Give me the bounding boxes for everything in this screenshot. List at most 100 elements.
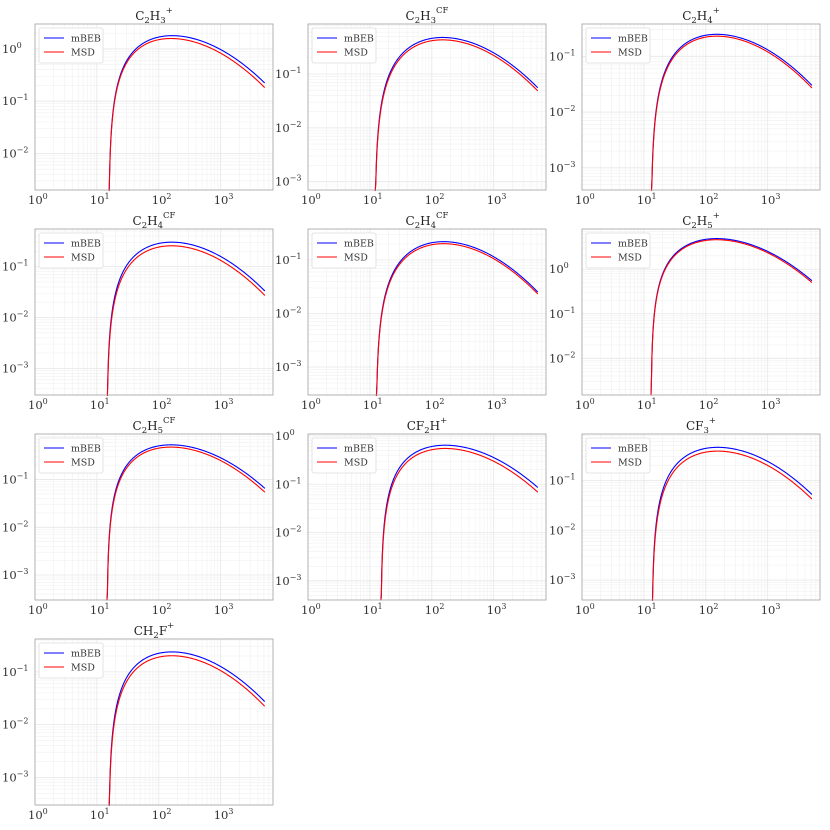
y-tick-label: 10−2 <box>549 104 575 119</box>
x-tick-label: 102 <box>152 602 172 617</box>
x-tick-label: 103 <box>487 602 507 617</box>
y-tick-label: 10−3 <box>2 360 28 375</box>
y-tick-label: 10−3 <box>275 174 301 189</box>
legend-label: mBEB <box>618 34 648 45</box>
y-tick-label: 10−1 <box>2 93 28 108</box>
y-tick-label: 10−2 <box>2 145 28 160</box>
x-tick-label: 101 <box>90 807 110 822</box>
panel-1: 100 101 102 103 10−2 10−1 100 C2H3+ mBEB MSD <box>2 6 274 207</box>
series-line-mbeb <box>106 444 266 601</box>
legend-label: mBEB <box>344 239 374 250</box>
x-tick-label: 102 <box>699 192 719 207</box>
legend-box <box>311 27 377 64</box>
y-tick-label: 10−1 <box>275 252 301 267</box>
x-tick-label: 101 <box>363 397 383 412</box>
series-line-mbeb <box>650 238 813 396</box>
y-tick-label: 10−1 <box>549 306 575 321</box>
legend-box <box>38 27 104 64</box>
plot-frame <box>34 433 274 601</box>
y-tick-label: 10−3 <box>2 769 28 784</box>
panel-3: 100 101 102 103 10−3 10−2 10−1 C2H4+ mBEB MSD <box>549 6 821 207</box>
legend-box <box>38 232 104 269</box>
y-tick-label: 10−1 <box>549 48 575 63</box>
series-line-mbeb <box>651 446 813 601</box>
y-tick-label: 10−2 <box>275 306 301 321</box>
panel-title: C2H5+ <box>682 211 720 231</box>
legend: mBEB MSD <box>585 437 651 474</box>
legend-label: MSD <box>618 253 642 264</box>
x-tick-label: 101 <box>363 192 383 207</box>
legend-box <box>585 437 651 474</box>
x-tick-label: 102 <box>425 397 445 412</box>
y-tick-label: 10−1 <box>2 472 28 487</box>
legend-label: mBEB <box>71 444 101 455</box>
x-tick-label: 100 <box>301 192 321 207</box>
y-tick-label: 10−3 <box>275 573 301 588</box>
x-tick-label: 103 <box>761 397 781 412</box>
y-tick-label: 10−1 <box>2 259 28 274</box>
legend-label: MSD <box>71 458 95 469</box>
x-tick-label: 103 <box>214 397 234 412</box>
y-tick-label: 10−3 <box>2 567 28 582</box>
x-tick-label: 100 <box>301 397 321 412</box>
legend-label: MSD <box>618 458 642 469</box>
legend-label: MSD <box>71 48 95 59</box>
x-tick-label: 103 <box>761 602 781 617</box>
legend-box <box>38 642 104 679</box>
y-tick-label: 10−1 <box>275 476 301 491</box>
panel-6: 100 101 102 103 10−2 10−1 100 C2H5+ mBEB MSD <box>549 211 821 412</box>
legend-label: mBEB <box>71 34 101 45</box>
x-tick-label: 101 <box>363 602 383 617</box>
legend-label: mBEB <box>71 649 101 660</box>
x-tick-label: 102 <box>699 397 719 412</box>
series-line-msd <box>106 446 266 601</box>
legend-label: MSD <box>344 458 368 469</box>
legend: mBEB MSD <box>311 232 377 269</box>
legend-label: MSD <box>344 48 368 59</box>
x-tick-label: 102 <box>425 602 445 617</box>
x-tick-label: 103 <box>487 192 507 207</box>
panel-title: CH2F+ <box>134 621 175 641</box>
legend-label: MSD <box>344 253 368 264</box>
series-line-msd <box>650 35 813 192</box>
legend: mBEB MSD <box>38 232 104 269</box>
x-tick-label: 102 <box>699 602 719 617</box>
series-line-msd <box>108 37 266 192</box>
plot-frame <box>307 433 547 601</box>
grid <box>582 24 820 190</box>
plot-frame <box>581 23 821 191</box>
legend: mBEB MSD <box>38 437 104 474</box>
legend-label: mBEB <box>344 34 374 45</box>
y-tick-label: 10−2 <box>275 525 301 540</box>
panel-2: 100 101 102 103 10−3 10−2 10−1 C2H3CF mBEB MSD <box>275 6 547 207</box>
x-tick-label: 102 <box>152 192 172 207</box>
plot-frame <box>581 433 821 601</box>
x-tick-label: 102 <box>152 397 172 412</box>
series-line-mbeb <box>375 241 539 397</box>
x-tick-label: 100 <box>28 397 48 412</box>
grid <box>35 639 273 806</box>
grid <box>308 434 546 600</box>
series-line-mbeb <box>380 444 539 601</box>
x-tick-label: 103 <box>214 807 234 822</box>
y-tick-label: 10−2 <box>549 350 575 365</box>
x-tick-label: 101 <box>637 192 657 207</box>
x-tick-label: 103 <box>214 602 234 617</box>
series-line-msd <box>108 655 266 807</box>
x-tick-label: 103 <box>761 192 781 207</box>
y-tick-label: 100 <box>2 41 22 56</box>
grid <box>35 229 273 396</box>
y-tick-label: 10−1 <box>549 472 575 487</box>
panel-title: C2H4CF <box>406 211 449 231</box>
legend: mBEB MSD <box>38 642 104 679</box>
grid <box>582 434 820 600</box>
legend-box <box>585 232 651 269</box>
y-tick-label: 10−2 <box>2 310 28 325</box>
plot-frame <box>34 228 274 396</box>
panel-title: CF2H+ <box>407 416 448 436</box>
x-tick-label: 101 <box>637 397 657 412</box>
series-line-mbeb <box>108 35 266 192</box>
plot-frame <box>34 23 274 191</box>
panel-5: 100 101 102 103 10−3 10−2 10−1 C2H4CF mBEB MSD <box>275 211 547 412</box>
x-tick-label: 100 <box>28 807 48 822</box>
